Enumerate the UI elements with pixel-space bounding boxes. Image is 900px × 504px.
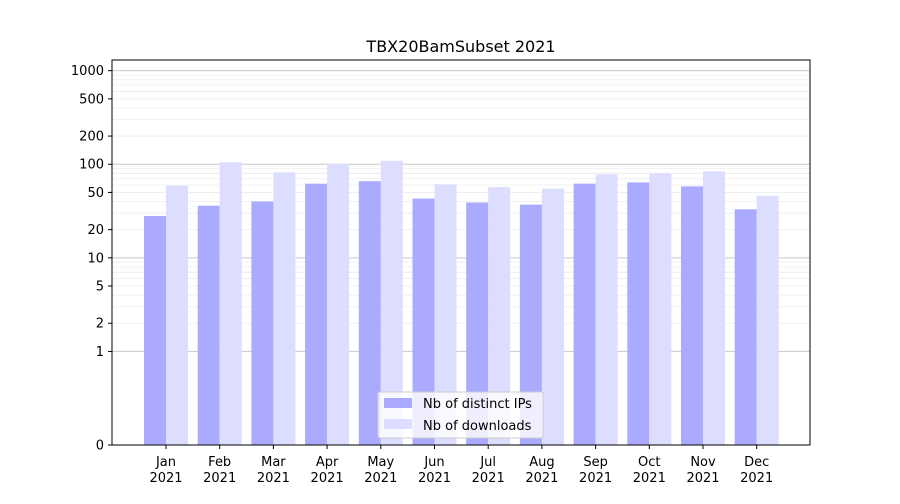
bar-downloads — [756, 195, 779, 445]
bar-downloads — [219, 162, 242, 446]
bar-downloads — [595, 174, 618, 445]
bar-distinct-ips — [358, 181, 381, 445]
y-tick-label: 500 — [79, 92, 104, 107]
bar-downloads — [434, 184, 457, 445]
bar-distinct-ips — [681, 186, 703, 445]
x-tick-label-month: Feb — [208, 455, 231, 470]
x-tick-label-year: 2021 — [740, 471, 773, 486]
x-tick-label-month: May — [367, 455, 394, 470]
bar-distinct-ips — [573, 183, 596, 445]
bar-distinct-ips — [466, 202, 489, 445]
x-tick-label-month: Aug — [529, 455, 554, 470]
x-tick-label-month: Jun — [423, 455, 444, 470]
x-tick-label-month: Nov — [690, 455, 716, 470]
x-axis-ticks: Jan2021Feb2021Mar2021Apr2021May2021Jun20… — [149, 445, 773, 486]
bar-downloads — [488, 187, 511, 445]
x-tick-label-year: 2021 — [311, 471, 344, 486]
bar-downloads — [166, 185, 188, 446]
y-tick-label: 10 — [87, 251, 104, 266]
x-tick-label-month: Dec — [744, 455, 769, 470]
bar-distinct-ips — [251, 201, 274, 445]
bar-distinct-ips — [305, 183, 328, 445]
bar-distinct-ips — [144, 215, 166, 445]
legend-label-ips: Nb of distinct IPs — [423, 397, 532, 412]
y-tick-label: 50 — [87, 186, 104, 201]
plot-frame — [111, 59, 811, 446]
legend-swatch-downloads — [384, 419, 412, 429]
y-axis-ticks: 0 1 2 5 10 20 50 100 200 500 1000 — [71, 64, 112, 454]
x-tick-label-year: 2021 — [149, 471, 182, 486]
x-tick-label-month: Sep — [583, 455, 608, 470]
y-tick-label: 2 — [96, 317, 104, 332]
y-tick-label: 1000 — [71, 64, 104, 79]
bar-downloads — [703, 171, 725, 445]
x-tick-label-month: Jul — [479, 455, 496, 470]
x-tick-label-year: 2021 — [525, 471, 558, 486]
y-tick-label: 0 — [96, 439, 104, 454]
y-tick-label: 5 — [96, 280, 104, 295]
legend-label-downloads: Nb of downloads — [423, 419, 532, 434]
bar-distinct-ips — [412, 198, 435, 445]
x-tick-label-year: 2021 — [418, 471, 451, 486]
x-tick-label-month: Apr — [316, 455, 339, 470]
legend-swatch-ips — [384, 398, 412, 408]
legend-box — [377, 391, 544, 439]
x-tick-label-year: 2021 — [257, 471, 290, 486]
legend: Nb of distinct IPs Nb of downloads — [377, 391, 544, 439]
x-tick-label-year: 2021 — [633, 471, 666, 486]
x-tick-label-year: 2021 — [472, 471, 505, 486]
x-tick-label-month: Mar — [261, 455, 286, 470]
bar-downloads — [541, 188, 564, 445]
bar-downloads — [380, 160, 403, 446]
bar-downloads — [327, 163, 350, 445]
y-tick-label: 20 — [87, 223, 104, 238]
y-tick-label: 200 — [79, 130, 104, 145]
bar-distinct-ips — [627, 182, 650, 445]
x-tick-label-year: 2021 — [686, 471, 719, 486]
bar-distinct-ips — [519, 204, 542, 445]
bar-layer — [144, 160, 779, 446]
chart-title: TBX20BamSubset 2021 — [365, 37, 555, 56]
x-tick-label-year: 2021 — [364, 471, 397, 486]
bar-distinct-ips — [197, 205, 220, 445]
x-tick-label-month: Jan — [155, 455, 176, 470]
bar-downloads — [649, 173, 672, 445]
y-tick-label: 100 — [79, 158, 104, 173]
bar-distinct-ips — [734, 209, 757, 445]
x-tick-label-month: Oct — [638, 455, 660, 470]
bar-downloads — [273, 172, 296, 446]
y-tick-label: 1 — [96, 345, 104, 360]
x-tick-label-year: 2021 — [579, 471, 612, 486]
x-tick-label-year: 2021 — [203, 471, 236, 486]
